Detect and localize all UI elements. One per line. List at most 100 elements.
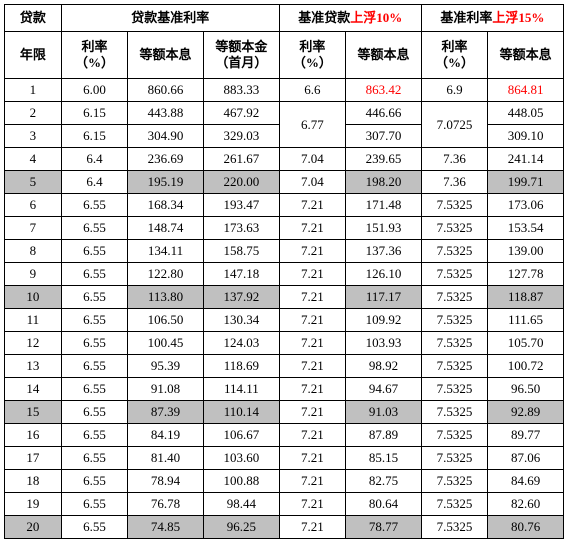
cell-eqpi15: 309.10 bbox=[488, 125, 564, 148]
cell-year: 6 bbox=[5, 194, 62, 217]
cell-rate15: 7.5325 bbox=[421, 401, 487, 424]
cell-rate15: 7.5325 bbox=[421, 286, 487, 309]
cell-rate: 6.55 bbox=[61, 378, 127, 401]
cell-eqpf: 173.63 bbox=[203, 217, 279, 240]
cell-eqpi15: 87.06 bbox=[488, 447, 564, 470]
cell-eqpi15: 864.81 bbox=[488, 79, 564, 102]
cell-year: 17 bbox=[5, 447, 62, 470]
cell-rate: 6.55 bbox=[61, 332, 127, 355]
cell-rate10: 7.21 bbox=[279, 263, 345, 286]
cell-rate: 6.15 bbox=[61, 102, 127, 125]
cell-year: 18 bbox=[5, 470, 62, 493]
cell-rate: 6.55 bbox=[61, 217, 127, 240]
cell-eqpi: 122.80 bbox=[128, 263, 204, 286]
cell-eqpi15: 89.77 bbox=[488, 424, 564, 447]
hdr-rate: 利率 （%） bbox=[61, 32, 127, 79]
cell-eqpi: 76.78 bbox=[128, 493, 204, 516]
cell-rate: 6.55 bbox=[61, 194, 127, 217]
cell-rate15: 7.36 bbox=[421, 171, 487, 194]
cell-eqpf: 137.92 bbox=[203, 286, 279, 309]
cell-eqpi: 148.74 bbox=[128, 217, 204, 240]
cell-rate10: 7.21 bbox=[279, 470, 345, 493]
cell-rate: 6.55 bbox=[61, 309, 127, 332]
cell-rate: 6.4 bbox=[61, 148, 127, 171]
cell-eqpi15: 96.50 bbox=[488, 378, 564, 401]
cell-rate: 6.55 bbox=[61, 424, 127, 447]
cell-eqpi: 91.08 bbox=[128, 378, 204, 401]
cell-rate15: 7.5325 bbox=[421, 332, 487, 355]
cell-rate15: 7.5325 bbox=[421, 424, 487, 447]
cell-eqpi10: 446.66 bbox=[346, 102, 422, 125]
cell-eqpi15: 199.71 bbox=[488, 171, 564, 194]
table-row: 16.00860.66883.336.6863.426.9864.81 bbox=[5, 79, 564, 102]
cell-rate10: 7.21 bbox=[279, 493, 345, 516]
cell-rate15: 7.5325 bbox=[421, 516, 487, 539]
cell-eqpi: 236.69 bbox=[128, 148, 204, 171]
header-row-1: 贷款 贷款基准利率 基准贷款上浮10% 基准利率上浮15% bbox=[5, 5, 564, 32]
hdr-rate15: 利率 （%） bbox=[421, 32, 487, 79]
cell-eqpi15: 111.65 bbox=[488, 309, 564, 332]
cell-rate15: 7.5325 bbox=[421, 378, 487, 401]
cell-eqpi10: 94.67 bbox=[346, 378, 422, 401]
cell-eqpf: 220.00 bbox=[203, 171, 279, 194]
cell-eqpf: 98.44 bbox=[203, 493, 279, 516]
cell-year: 7 bbox=[5, 217, 62, 240]
cell-rate10: 6.6 bbox=[279, 79, 345, 102]
cell-eqpi15: 92.89 bbox=[488, 401, 564, 424]
cell-eqpi10: 82.75 bbox=[346, 470, 422, 493]
hdr-loan: 贷款 bbox=[5, 5, 62, 32]
cell-eqpi: 113.80 bbox=[128, 286, 204, 309]
cell-eqpf: 467.92 bbox=[203, 102, 279, 125]
cell-eqpi10: 239.65 bbox=[346, 148, 422, 171]
cell-eqpf: 158.75 bbox=[203, 240, 279, 263]
cell-eqpi10: 87.89 bbox=[346, 424, 422, 447]
cell-eqpf: 329.03 bbox=[203, 125, 279, 148]
cell-rate15: 7.5325 bbox=[421, 493, 487, 516]
cell-eqpf: 110.14 bbox=[203, 401, 279, 424]
cell-eqpi10: 103.93 bbox=[346, 332, 422, 355]
cell-rate: 6.55 bbox=[61, 263, 127, 286]
cell-eqpi15: 241.14 bbox=[488, 148, 564, 171]
table-row: 206.5574.8596.257.2178.777.532580.76 bbox=[5, 516, 564, 539]
table-row: 156.5587.39110.147.2191.037.532592.89 bbox=[5, 401, 564, 424]
cell-year: 15 bbox=[5, 401, 62, 424]
cell-eqpi15: 173.06 bbox=[488, 194, 564, 217]
cell-eqpi15: 118.87 bbox=[488, 286, 564, 309]
table-row: 126.55100.45124.037.21103.937.5325105.70 bbox=[5, 332, 564, 355]
cell-year: 5 bbox=[5, 171, 62, 194]
cell-eqpi10: 198.20 bbox=[346, 171, 422, 194]
hdr-eqpi: 等额本息 bbox=[128, 32, 204, 79]
cell-eqpi10: 126.10 bbox=[346, 263, 422, 286]
cell-rate15: 6.9 bbox=[421, 79, 487, 102]
hdr-rate10: 利率 （%） bbox=[279, 32, 345, 79]
cell-eqpi10: 171.48 bbox=[346, 194, 422, 217]
table-row: 166.5584.19106.677.2187.897.532589.77 bbox=[5, 424, 564, 447]
cell-eqpi: 134.11 bbox=[128, 240, 204, 263]
cell-eqpi: 87.39 bbox=[128, 401, 204, 424]
cell-rate: 6.15 bbox=[61, 125, 127, 148]
cell-eqpi10: 91.03 bbox=[346, 401, 422, 424]
cell-rate10: 7.21 bbox=[279, 401, 345, 424]
cell-rate10: 7.04 bbox=[279, 171, 345, 194]
cell-rate: 6.00 bbox=[61, 79, 127, 102]
table-row: 86.55134.11158.757.21137.367.5325139.00 bbox=[5, 240, 564, 263]
cell-eqpf: 883.33 bbox=[203, 79, 279, 102]
cell-rate: 6.55 bbox=[61, 447, 127, 470]
cell-eqpi15: 82.60 bbox=[488, 493, 564, 516]
cell-rate10: 7.04 bbox=[279, 148, 345, 171]
cell-rate10: 7.21 bbox=[279, 355, 345, 378]
cell-eqpi: 84.19 bbox=[128, 424, 204, 447]
cell-year: 9 bbox=[5, 263, 62, 286]
cell-rate15: 7.5325 bbox=[421, 470, 487, 493]
cell-eqpi15: 100.72 bbox=[488, 355, 564, 378]
table-body: 16.00860.66883.336.6863.426.9864.8126.15… bbox=[5, 79, 564, 539]
cell-rate15: 7.5325 bbox=[421, 217, 487, 240]
table-row: 96.55122.80147.187.21126.107.5325127.78 bbox=[5, 263, 564, 286]
cell-eqpf: 100.88 bbox=[203, 470, 279, 493]
cell-eqpi10: 151.93 bbox=[346, 217, 422, 240]
cell-eqpi15: 80.76 bbox=[488, 516, 564, 539]
cell-rate: 6.4 bbox=[61, 171, 127, 194]
cell-eqpi10: 863.42 bbox=[346, 79, 422, 102]
cell-eqpi: 100.45 bbox=[128, 332, 204, 355]
cell-eqpi10: 98.92 bbox=[346, 355, 422, 378]
